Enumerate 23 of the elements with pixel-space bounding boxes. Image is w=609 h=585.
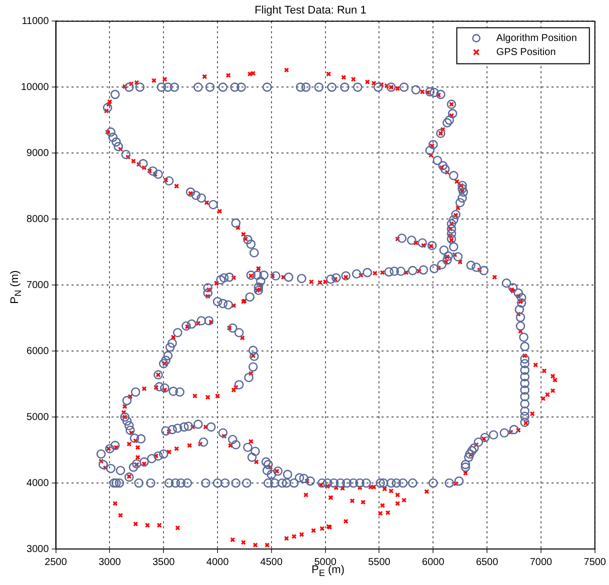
y-tick-label: 5000 <box>26 412 50 423</box>
x-tick-label: 6500 <box>476 556 499 568</box>
chart-title: Flight Test Data: Run 1 <box>254 4 366 17</box>
x-tick-label: 2500 <box>44 556 68 568</box>
x-tick-label: 4500 <box>260 556 283 568</box>
y-tick-label: 3000 <box>26 544 50 555</box>
x-tick-label: 4000 <box>206 556 230 568</box>
x-axis-title: P$_{E}$ (m) <box>312 564 344 578</box>
y-tick-label: 11000 <box>22 16 50 27</box>
x-tick-label: 7000 <box>530 556 553 568</box>
x-tick-label: 3500 <box>152 556 176 568</box>
y-tick-label: 6000 <box>26 346 50 357</box>
legend-label: GPS Position <box>496 46 556 58</box>
x-tick-label: 7500 <box>584 556 606 568</box>
y-tick-label: 8000 <box>26 214 50 225</box>
x-tick-label: 5500 <box>368 556 391 568</box>
y-tick-label: 7000 <box>26 280 50 291</box>
y-tick-label: 9000 <box>26 148 50 159</box>
y-tick-label: 4000 <box>26 478 50 489</box>
y-tick-label: 10000 <box>20 82 50 93</box>
legend-label: Algorithm Position <box>496 32 577 44</box>
x-tick-label: 3000 <box>98 556 122 568</box>
x-tick-label: 6000 <box>422 556 445 568</box>
